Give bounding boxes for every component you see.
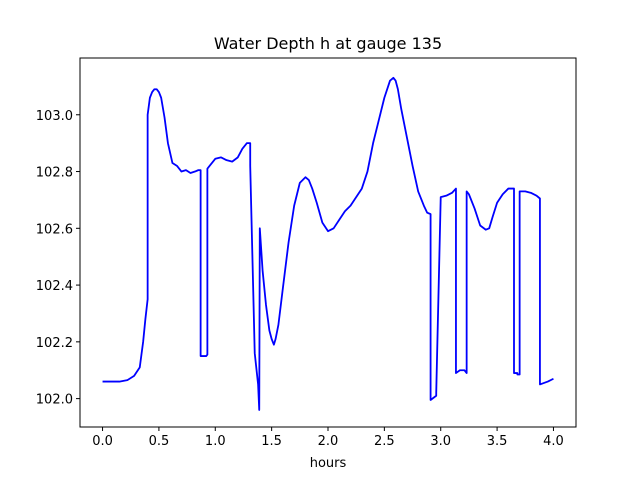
y-tick-label: 102.2 [36, 336, 73, 351]
plot-area [102, 76, 554, 411]
x-tick-label: 1.5 [261, 434, 282, 449]
y-tick-label: 102.6 [36, 222, 73, 237]
y-tick-label: 102.8 [36, 166, 73, 181]
x-axis: 0.0 0.5 1.0 1.5 2.0 2.5 3.0 3.5 4.0 [92, 427, 564, 449]
x-tick-label: 0.0 [92, 434, 113, 449]
x-tick-label: 1.0 [205, 434, 226, 449]
y-tick-label: 102.0 [36, 393, 73, 408]
axes-frame [79, 57, 577, 428]
x-tick-label: 4.0 [543, 434, 564, 449]
y-axis: 102.0 102.2 102.4 102.6 102.8 103.0 [36, 109, 80, 408]
x-tick-label: 2.5 [374, 434, 395, 449]
y-tick-label: 103.0 [36, 109, 73, 124]
x-tick-label: 3.0 [430, 434, 451, 449]
series-line-0 [102, 76, 554, 411]
chart-title: Water Depth h at gauge 135 [214, 34, 442, 53]
x-tick-label: 2.0 [318, 434, 339, 449]
x-tick-label: 3.5 [487, 434, 508, 449]
x-tick-label: 0.5 [149, 434, 170, 449]
x-axis-label: hours [310, 456, 347, 471]
y-tick-label: 102.4 [36, 279, 73, 294]
